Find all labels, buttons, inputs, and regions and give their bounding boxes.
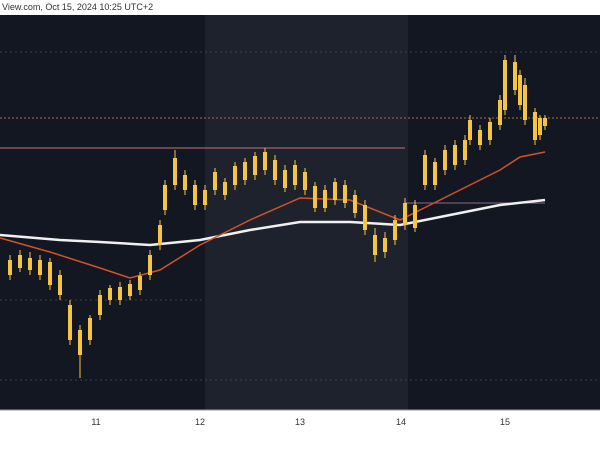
x-tick-label: 11	[91, 417, 100, 427]
header-source: View.com, Oct 15, 2024 10:25 UTC+2	[2, 2, 153, 12]
x-tick-label: 13	[295, 417, 305, 427]
x-tick-label: 15	[500, 417, 510, 427]
candle-bodies	[8, 60, 547, 355]
moving-average-fast	[0, 151, 546, 279]
x-axis-area	[0, 410, 600, 450]
header-bar	[0, 0, 600, 15]
moving-average-slow	[0, 198, 546, 247]
x-tick-label: 12	[195, 417, 205, 427]
session-band	[205, 15, 408, 410]
x-tick-label: 14	[396, 417, 406, 427]
